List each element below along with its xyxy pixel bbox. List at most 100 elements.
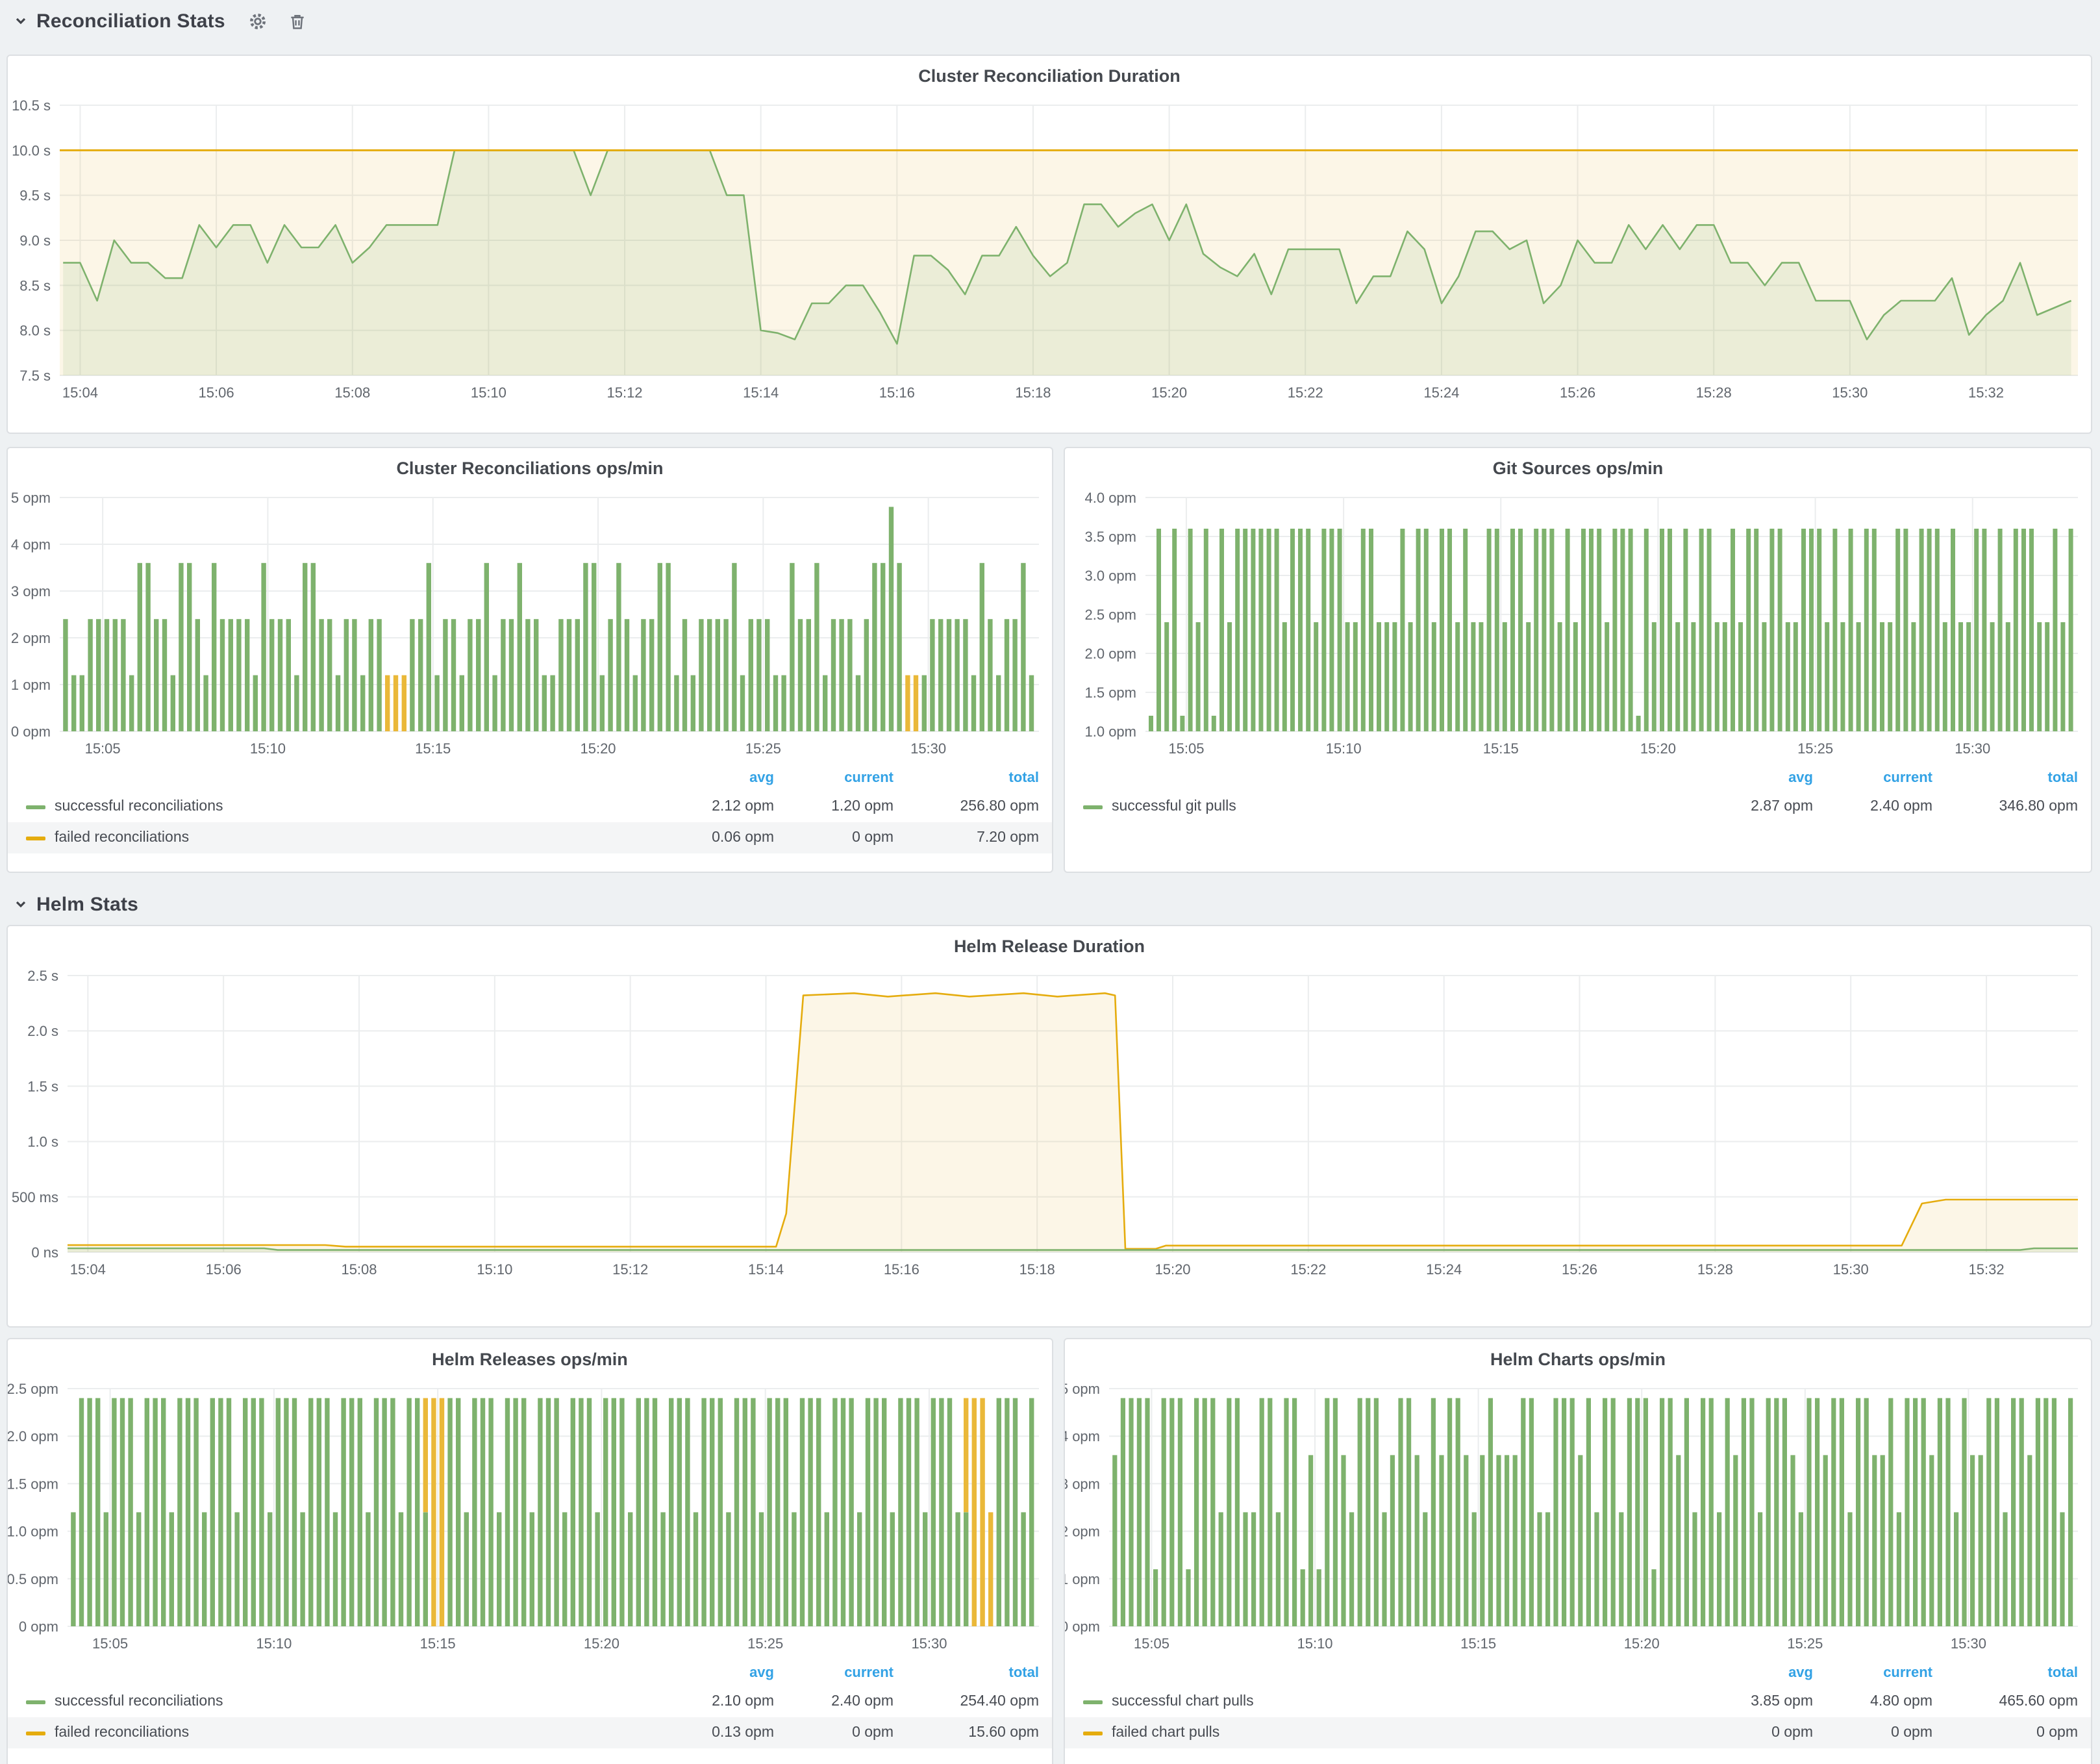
panel-title[interactable]: Helm Charts ops/min (1490, 1350, 1666, 1369)
helm-release-duration-chart[interactable]: 15:04 15:06 15:08 15:10 15:12 15:14 15:16 15:18… (8, 965, 2091, 1283)
panel-title[interactable]: Helm Release Duration (953, 937, 1145, 956)
panel-cluster-reconciliations-ops: Cluster Reconciliations ops/min 15:05 15:… (6, 447, 1053, 873)
svg-text:15:26: 15:26 (1560, 384, 1595, 401)
svg-text:15:05: 15:05 (1168, 740, 1204, 757)
legend-sort-total[interactable]: total (1008, 770, 1039, 786)
panel-title[interactable]: Cluster Reconciliation Duration (918, 66, 1181, 86)
svg-text:15:20: 15:20 (1640, 740, 1676, 757)
legend: avg current total successful chart pulls… (1065, 1660, 2091, 1748)
legend-sort-current[interactable]: current (844, 770, 894, 786)
svg-text:15:24: 15:24 (1426, 1261, 1462, 1278)
section-title[interactable]: Helm Stats (36, 893, 139, 915)
series-color-swatch (1083, 1700, 1103, 1704)
svg-text:15:24: 15:24 (1423, 384, 1459, 401)
legend-sort-avg[interactable]: avg (749, 1665, 774, 1681)
svg-text:15:26: 15:26 (1562, 1261, 1597, 1278)
svg-text:15:04: 15:04 (70, 1261, 106, 1278)
svg-text:7.5 s: 7.5 s (19, 368, 51, 384)
trash-icon[interactable] (289, 11, 307, 31)
svg-text:15:10: 15:10 (471, 384, 506, 401)
svg-text:2 opm: 2 opm (11, 630, 51, 646)
svg-text:0 ns: 0 ns (31, 1244, 58, 1261)
svg-text:15:30: 15:30 (1832, 384, 1868, 401)
legend-current-value: 0 opm (852, 830, 894, 846)
svg-text:15:05: 15:05 (85, 740, 121, 757)
svg-text:15:20: 15:20 (584, 1635, 619, 1652)
legend-avg-value: 2.12 opm (712, 799, 774, 814)
legend: avg current total successful reconciliat… (8, 765, 1052, 853)
legend-series-name[interactable]: failed chart pulls (1112, 1725, 1220, 1741)
svg-text:15:32: 15:32 (1968, 384, 2004, 401)
legend-total-value: 254.40 opm (960, 1694, 1040, 1709)
legend-avg-value: 0.06 opm (712, 830, 774, 846)
git-sources-ops-chart[interactable]: 15:05 15:10 15:15 15:20 15:25 15:30 1.0 opm 1.5… (1065, 487, 2091, 762)
cluster-reconciliation-duration-chart[interactable]: 15:04 15:06 15:08 15:10 15:12 15:14 15:16 15:18… (8, 95, 2091, 407)
legend-total-value: 346.80 opm (1999, 799, 2079, 814)
svg-text:9.0 s: 9.0 s (19, 233, 51, 249)
section-title[interactable]: Reconciliation Stats (36, 10, 225, 32)
legend-avg-value: 3.85 opm (1751, 1694, 1813, 1709)
gear-icon[interactable] (249, 11, 268, 31)
svg-text:15:28: 15:28 (1696, 384, 1732, 401)
cluster-reconciliations-ops-chart[interactable]: 15:05 15:10 15:15 15:20 15:25 15:30 0 opm 1 opm… (8, 487, 1052, 762)
svg-text:15:22: 15:22 (1290, 1261, 1326, 1278)
legend-sort-avg[interactable]: avg (1788, 1665, 1813, 1681)
legend-series-name[interactable]: successful reconciliations (55, 799, 223, 814)
legend-current-value: 2.40 opm (1870, 799, 1932, 814)
svg-text:500 ms: 500 ms (12, 1189, 58, 1205)
panel-helm-releases-ops: Helm Releases ops/min 15:05 15:10 15:15 15:… (6, 1338, 1053, 1764)
svg-text:4 opm: 4 opm (11, 536, 51, 553)
legend-series-name[interactable]: successful chart pulls (1112, 1694, 1254, 1709)
legend-sort-avg[interactable]: avg (1788, 770, 1813, 786)
svg-text:15:22: 15:22 (1288, 384, 1323, 401)
legend-avg-value: 0 opm (1771, 1725, 1813, 1741)
legend-sort-total[interactable]: total (2047, 1665, 2078, 1681)
svg-text:15:12: 15:12 (612, 1261, 648, 1278)
legend-sort-current[interactable]: current (844, 1665, 894, 1681)
legend-current-value: 0 opm (1891, 1725, 1932, 1741)
svg-text:15:20: 15:20 (1151, 384, 1187, 401)
legend: avg current total successful git pulls 2… (1065, 765, 2091, 822)
svg-text:2.0 opm: 2.0 opm (1085, 646, 1137, 662)
svg-text:15:05: 15:05 (92, 1635, 128, 1652)
legend-series-name[interactable]: failed reconciliations (55, 830, 190, 846)
svg-text:1.5 opm: 1.5 opm (8, 1476, 58, 1492)
svg-text:1.0 opm: 1.0 opm (1085, 724, 1137, 740)
legend-sort-total[interactable]: total (1008, 1665, 1039, 1681)
legend-series-name[interactable]: failed reconciliations (55, 1725, 190, 1741)
chevron-down-icon[interactable] (13, 13, 29, 29)
series-color-swatch (26, 1700, 45, 1704)
svg-text:15:25: 15:25 (747, 1635, 783, 1652)
svg-text:1.0 opm: 1.0 opm (8, 1524, 58, 1540)
legend-avg-value: 2.10 opm (712, 1694, 774, 1709)
helm-charts-ops-chart[interactable]: 15:05 15:10 15:15 15:20 15:25 15:30 0 opm 1 opm… (1065, 1378, 2091, 1657)
legend-sort-total[interactable]: total (2047, 770, 2078, 786)
legend-sort-current[interactable]: current (1883, 1665, 1932, 1681)
panel-git-sources-ops: Git Sources ops/min 15:05 15:10 15:15 15:20… (1064, 447, 2092, 873)
svg-text:2.5 s: 2.5 s (27, 968, 58, 984)
svg-text:15:30: 15:30 (1951, 1635, 1986, 1652)
svg-text:2.0 s: 2.0 s (27, 1023, 58, 1039)
legend-sort-avg[interactable]: avg (749, 770, 774, 786)
panel-title[interactable]: Git Sources ops/min (1492, 459, 1664, 478)
helm-releases-ops-chart[interactable]: 15:05 15:10 15:15 15:20 15:25 15:30 0 opm 0.5 o… (8, 1378, 1052, 1657)
svg-text:15:25: 15:25 (1787, 1635, 1823, 1652)
svg-text:15:30: 15:30 (910, 740, 946, 757)
svg-text:15:14: 15:14 (748, 1261, 784, 1278)
svg-text:0 opm: 0 opm (19, 1619, 58, 1635)
panel-helm-charts-ops: Helm Charts ops/min 15:05 15:10 15:15 15:20… (1064, 1338, 2092, 1764)
legend-current-value: 4.80 opm (1870, 1694, 1932, 1709)
legend-row-failed-reconciliations: failed reconciliations 0.13 opm 0 opm 15… (8, 1717, 1052, 1748)
svg-text:4.0 opm: 4.0 opm (1085, 490, 1137, 506)
svg-text:2.5 opm: 2.5 opm (8, 1381, 58, 1397)
chevron-down-icon[interactable] (13, 896, 29, 912)
legend-header: avg current total (1065, 1660, 2091, 1686)
svg-text:15:15: 15:15 (415, 740, 451, 757)
legend-sort-current[interactable]: current (1883, 770, 1932, 786)
legend-series-name[interactable]: successful git pulls (1112, 799, 1236, 814)
legend-series-name[interactable]: successful reconciliations (55, 1694, 223, 1709)
section-reconciliation-stats: Reconciliation Stats (13, 3, 307, 39)
panel-title[interactable]: Helm Releases ops/min (432, 1350, 628, 1369)
panel-title[interactable]: Cluster Reconciliations ops/min (396, 459, 664, 478)
legend-total-value: 465.60 opm (1999, 1694, 2079, 1709)
